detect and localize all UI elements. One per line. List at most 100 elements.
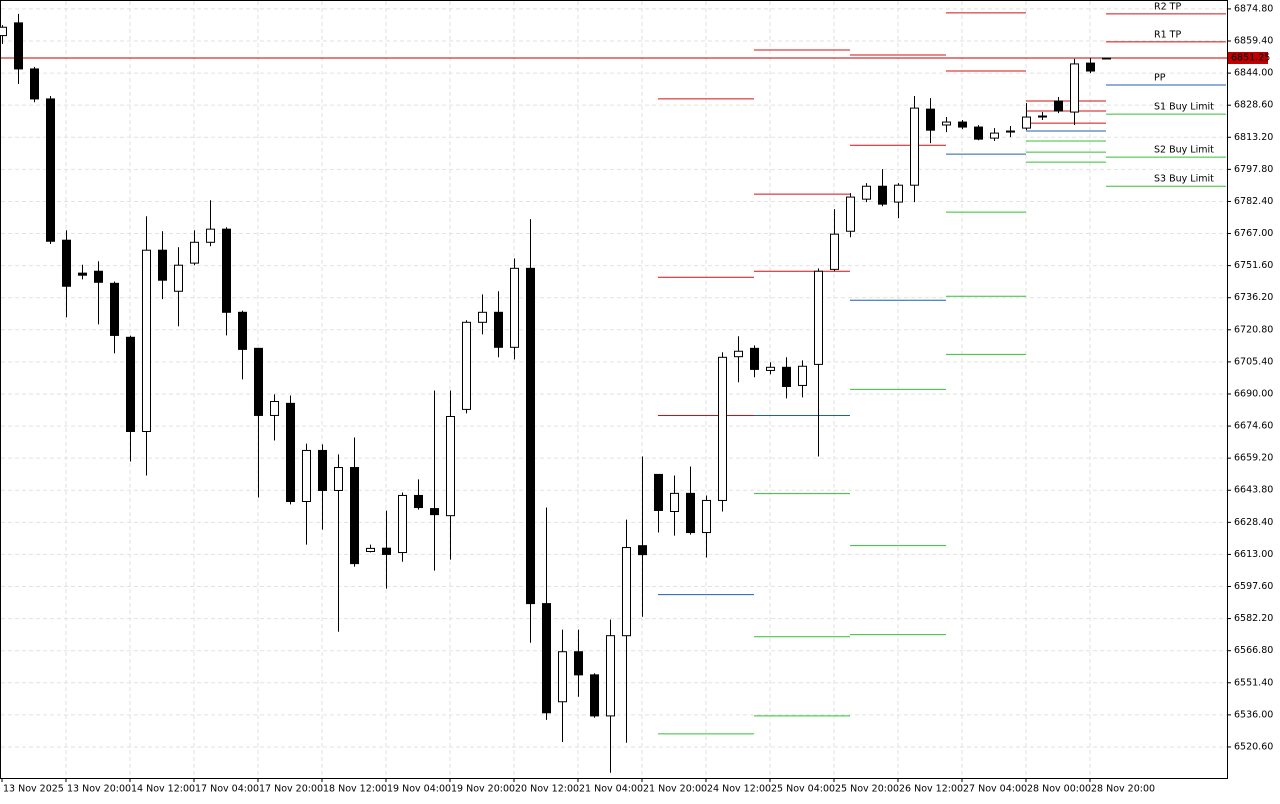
y-tick-label: 6551.40 xyxy=(1234,677,1273,688)
candle-body xyxy=(110,282,119,336)
y-tick-label: 6859.40 xyxy=(1234,36,1273,47)
candle-body xyxy=(718,356,727,501)
x-tick-label: 25 Nov 04:00 xyxy=(771,784,835,795)
y-tick-label: 6767.00 xyxy=(1234,228,1273,239)
candle-body xyxy=(750,347,759,370)
candle-body xyxy=(190,241,199,264)
candle-body xyxy=(958,121,967,128)
candle-body xyxy=(0,26,7,37)
candle-body xyxy=(1054,100,1063,112)
candle-body xyxy=(78,272,87,276)
y-tick-label: 6844.00 xyxy=(1234,68,1273,79)
candle-body xyxy=(622,547,631,637)
candle-body xyxy=(446,415,455,517)
candle-body xyxy=(558,651,567,703)
last-price-label: 6851.25 xyxy=(1231,52,1270,63)
y-tick-label: 6797.80 xyxy=(1234,164,1273,175)
candle-body xyxy=(126,336,135,432)
x-tick-label: 26 Nov 12:00 xyxy=(899,784,963,795)
grid xyxy=(1,1,1227,778)
candle-body xyxy=(142,249,151,432)
candle-body xyxy=(510,267,519,348)
pivot-level-label: R2 TP xyxy=(1154,1,1181,12)
y-tick-label: 6520.60 xyxy=(1234,741,1273,752)
candle-body xyxy=(686,492,695,534)
candle-body xyxy=(814,270,823,365)
candle-body xyxy=(462,321,471,410)
y-tick-label: 6690.00 xyxy=(1234,388,1273,399)
candle-body xyxy=(414,494,423,509)
candle-body xyxy=(878,185,887,205)
x-tick-label: 21 Nov 20:00 xyxy=(643,784,707,795)
x-tick-label: 21 Nov 04:00 xyxy=(579,784,643,795)
y-tick-label: 6613.00 xyxy=(1234,549,1273,560)
candle-body xyxy=(894,184,903,203)
x-tick-label: 28 Nov 20:00 xyxy=(1091,784,1155,795)
x-tick-label: 20 Nov 12:00 xyxy=(515,784,579,795)
y-tick-label: 6536.00 xyxy=(1234,709,1273,720)
candle-body xyxy=(702,499,711,534)
candle-body xyxy=(1006,130,1015,133)
x-tick-label: 14 Nov 12:00 xyxy=(131,784,195,795)
candle-body xyxy=(910,107,919,186)
x-tick-label: 28 Nov 00:00 xyxy=(1027,784,1091,795)
candle-body xyxy=(974,126,983,140)
candle-body xyxy=(782,366,791,387)
candle-body xyxy=(222,228,231,313)
axes: 6874.80 6859.40 6844.00 6828.60 6813.20 6797.… xyxy=(1,3,1273,795)
candle-body xyxy=(46,98,55,242)
candle-body xyxy=(1086,62,1095,72)
x-tick-label: 17 Nov 04:00 xyxy=(195,784,259,795)
x-tick-label: 19 Nov 20:00 xyxy=(451,784,515,795)
y-tick-label: 6705.40 xyxy=(1234,356,1273,367)
y-tick-label: 6582.20 xyxy=(1234,613,1273,624)
pivot-level-label: PP xyxy=(1154,72,1166,83)
y-tick-label: 6813.20 xyxy=(1234,132,1273,143)
candle-body xyxy=(798,365,807,386)
y-tick-label: 6597.60 xyxy=(1234,581,1273,592)
candle-body xyxy=(318,449,327,491)
y-tick-label: 6659.20 xyxy=(1234,453,1273,464)
candle-body xyxy=(158,249,167,281)
y-tick-label: 6643.80 xyxy=(1234,485,1273,496)
pivot-levels: R2 TP R1 TP PP S1 Buy Limit S2 Buy Limit S3 B… xyxy=(1,1,1227,735)
candle-body xyxy=(174,264,183,292)
candle-body xyxy=(542,603,551,714)
x-tick-label: 25 Nov 20:00 xyxy=(835,784,899,795)
x-tick-label: 17 Nov 20:00 xyxy=(259,784,323,795)
candle-body xyxy=(14,22,23,70)
candle-body xyxy=(94,270,103,283)
candle-body xyxy=(638,545,647,556)
candle-body xyxy=(430,508,439,516)
candle-body xyxy=(526,267,535,605)
candle-body xyxy=(1102,57,1111,60)
y-tick-label: 6628.40 xyxy=(1234,517,1273,528)
candle-body xyxy=(606,635,615,717)
candle-body xyxy=(302,449,311,502)
y-tick-label: 6782.40 xyxy=(1234,196,1273,207)
candle-body xyxy=(478,311,487,323)
candle-body xyxy=(62,239,71,287)
candle-body xyxy=(990,132,999,139)
candle-body xyxy=(382,547,391,555)
candle-body xyxy=(846,196,855,232)
last-price-tag xyxy=(1228,51,1268,64)
x-tick-label: 24 Nov 12:00 xyxy=(707,784,771,795)
y-tick-label: 6566.80 xyxy=(1234,645,1273,656)
candle-body xyxy=(270,400,279,416)
candle-body xyxy=(1038,115,1047,118)
candles xyxy=(0,13,1111,773)
candle-body xyxy=(350,467,359,565)
candle-body xyxy=(670,492,679,512)
candle-body xyxy=(574,651,583,676)
candle-body xyxy=(590,674,599,717)
x-tick-label: 13 Nov 2025 xyxy=(3,784,64,795)
candle-body xyxy=(926,108,935,131)
y-tick-label: 6674.60 xyxy=(1234,421,1273,432)
candle-body xyxy=(766,366,775,371)
candle-body xyxy=(30,68,39,100)
candle-body xyxy=(398,494,407,554)
candle-body xyxy=(830,233,839,270)
pivot-level-label: S3 Buy Limit xyxy=(1154,174,1214,185)
